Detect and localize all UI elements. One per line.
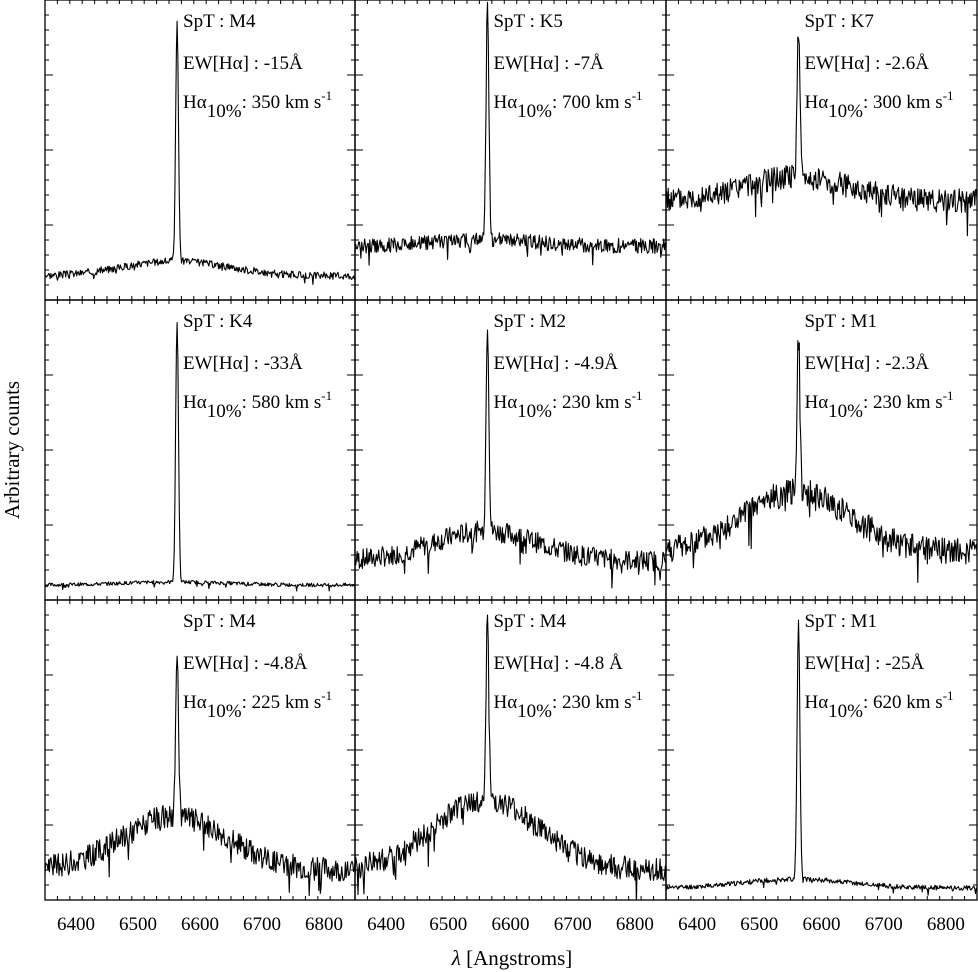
equivalent-width-label: EW[Hα] : -15Å — [183, 53, 303, 74]
panel-frame — [44, 0, 356, 301]
spectrum-line — [666, 619, 977, 896]
spectrum-line — [45, 655, 355, 897]
spectrum-panel: SpT : M1 EW[Hα] : -25Å Hα10%: 620 km s-1 — [665, 599, 978, 901]
equivalent-width-label: EW[Hα] : -7Å — [493, 53, 603, 74]
halpha-width-label: Hα10%: 230 km s-1 — [493, 688, 642, 722]
equivalent-width-label: EW[Hα] : -2.3Å — [804, 353, 929, 374]
spectral-type-label: SpT : M4 — [183, 611, 256, 632]
spectrum-panel: SpT : K4 EW[Hα] : -33Å Hα10%: 580 km s-1 — [44, 299, 356, 601]
spectrum-panel: SpT : M1 EW[Hα] : -2.3Å Hα10%: 230 km s-1 — [665, 299, 978, 601]
halpha-width-label: Hα10%: 580 km s-1 — [183, 388, 332, 422]
spectrum-line — [355, 614, 666, 900]
panel-frame — [354, 0, 667, 301]
x-axis-tick-labels: 6400 6500 6600 6700 6800 6400 6500 6600 6700 6800… — [57, 914, 965, 935]
x-tick-label: 6500 — [119, 914, 157, 935]
panel-frame — [44, 599, 356, 901]
spectrum-panel: SpT : M4 EW[Hα] : -4.8Å Hα10%: 225 km s-1 — [44, 599, 356, 901]
spectrum-panel: SpT : K7 EW[Hα] : -2.6Å Hα10%: 300 km s-1 — [665, 0, 978, 301]
halpha-width-label: Hα10%: 620 km s-1 — [804, 688, 953, 722]
x-tick-label: 6500 — [429, 914, 467, 935]
spectral-type-label: SpT : M4 — [493, 611, 566, 632]
x-tick-label: 6600 — [803, 914, 841, 935]
x-tick-label: 6400 — [57, 914, 95, 935]
spectrum-line — [355, 329, 666, 589]
spectrum-line — [666, 340, 977, 583]
halpha-width-label: Hα10%: 700 km s-1 — [493, 88, 642, 122]
spectrum-line — [45, 20, 355, 286]
spectrum-panel: SpT : K5 EW[Hα] : -7Å Hα10%: 700 km s-1 — [354, 0, 667, 301]
spectrum-panel: SpT : M4 EW[Hα] : -15Å Hα10%: 350 km s-1 — [44, 0, 356, 301]
halpha-width-label: Hα10%: 230 km s-1 — [804, 388, 953, 422]
spectrum-line — [355, 1, 666, 266]
spectrum-panel: SpT : M2 EW[Hα] : -4.9Å Hα10%: 230 km s-1 — [354, 299, 667, 601]
panel-frame — [665, 599, 978, 901]
halpha-width-label: Hα10%: 350 km s-1 — [183, 88, 332, 122]
x-tick-label: 6400 — [367, 914, 405, 935]
panel-frame — [44, 299, 356, 601]
spectral-type-label: SpT : K4 — [183, 311, 253, 332]
spectral-type-label: SpT : K5 — [493, 11, 562, 32]
equivalent-width-label: EW[Hα] : -2.6Å — [804, 53, 929, 74]
y-axis-label: Arbitrary counts — [0, 381, 24, 519]
x-tick-label: 6800 — [927, 914, 965, 935]
equivalent-width-label: EW[Hα] : -4.8Å — [183, 653, 308, 674]
equivalent-width-label: EW[Hα] : -4.9Å — [493, 353, 618, 374]
x-tick-label: 6800 — [616, 914, 654, 935]
x-tick-label: 6600 — [492, 914, 530, 935]
x-tick-label: 6700 — [243, 914, 281, 935]
halpha-width-label: Hα10%: 300 km s-1 — [804, 88, 953, 122]
panel-frame — [665, 0, 978, 301]
x-axis-label: λ [Angstroms] — [451, 946, 573, 970]
halpha-width-label: Hα10%: 225 km s-1 — [183, 688, 332, 722]
x-tick-label: 6700 — [865, 914, 903, 935]
x-tick-label: 6800 — [305, 914, 343, 935]
equivalent-width-label: EW[Hα] : -25Å — [804, 653, 924, 674]
panel-frame — [354, 299, 667, 601]
equivalent-width-label: EW[Hα] : -4.8 Å — [493, 653, 622, 674]
spectral-type-label: SpT : M1 — [804, 311, 877, 332]
x-tick-label: 6500 — [740, 914, 778, 935]
spectral-type-label: SpT : M4 — [183, 11, 256, 32]
spectral-type-label: SpT : K7 — [804, 11, 873, 32]
x-tick-label: 6600 — [181, 914, 219, 935]
halpha-width-label: Hα10%: 230 km s-1 — [493, 388, 642, 422]
x-tick-label: 6700 — [554, 914, 592, 935]
spectrum-panel: SpT : M4 EW[Hα] : -4.8 Å Hα10%: 230 km s-1 — [354, 599, 667, 901]
spectral-type-label: SpT : M2 — [493, 311, 566, 332]
equivalent-width-label: EW[Hα] : -33Å — [183, 353, 303, 374]
spectrum-line — [666, 36, 977, 237]
spectral-type-label: SpT : M1 — [804, 611, 877, 632]
spectrum-line — [45, 321, 355, 592]
x-tick-label: 6400 — [678, 914, 716, 935]
